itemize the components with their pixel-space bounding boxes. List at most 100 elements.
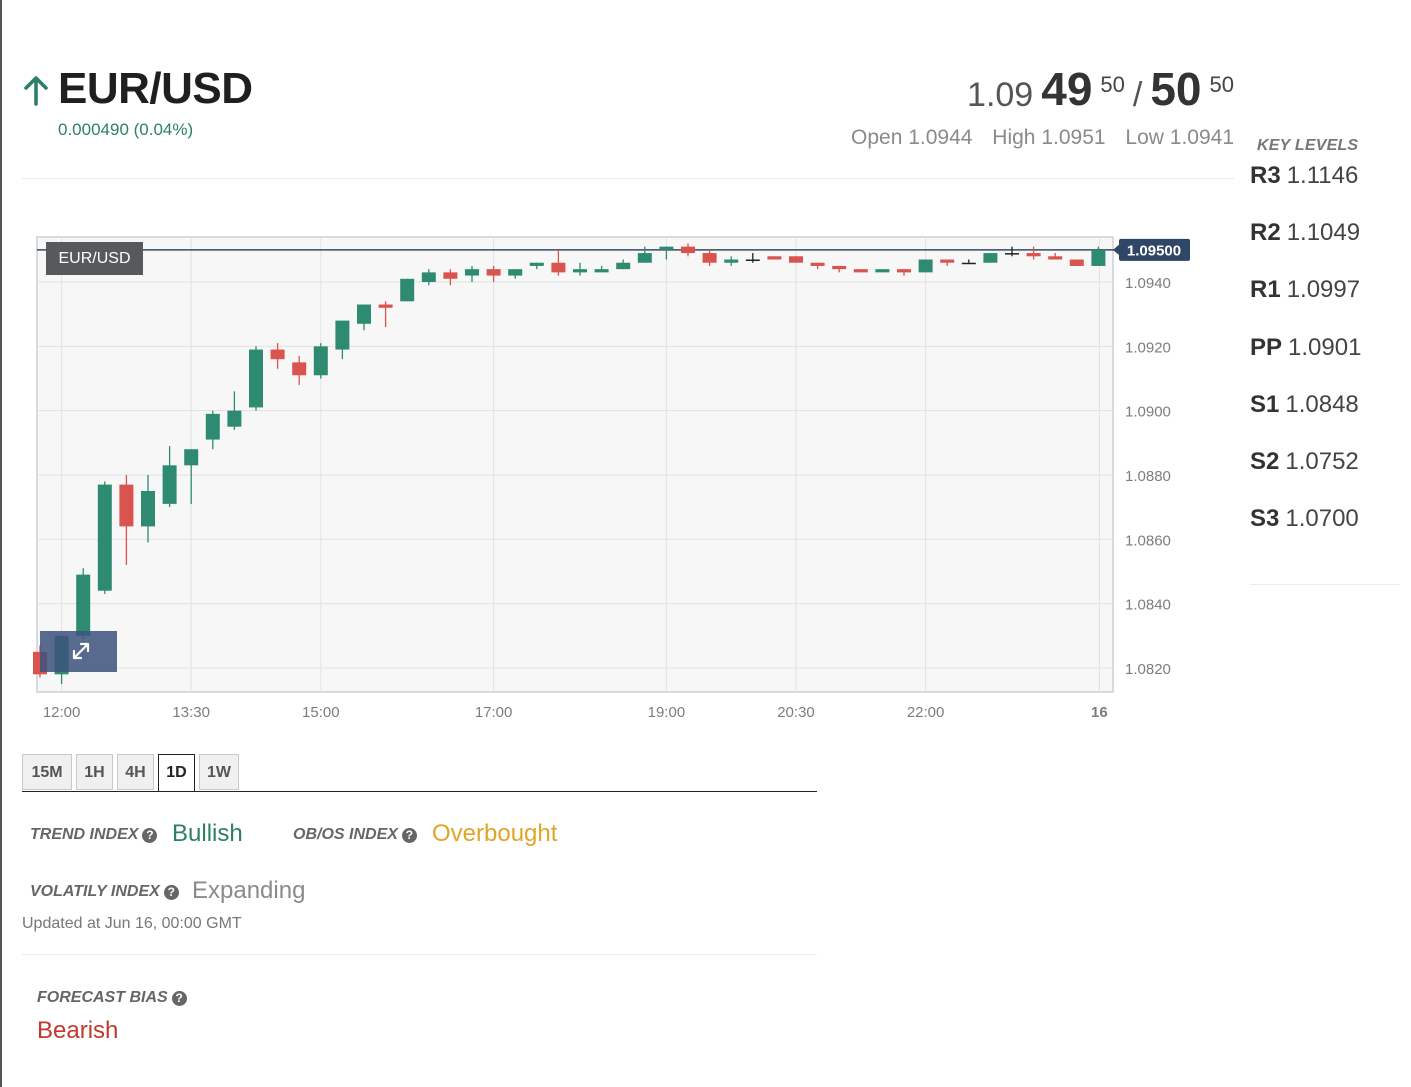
left-border — [0, 0, 2, 1087]
x-tick-label: 22:00 — [907, 704, 945, 721]
key-levels-list: R3 1.1146 R2 1.1049 R1 1.0997 PP 1.0901 S1 1.0848… — [1250, 162, 1361, 562]
candle-body — [357, 304, 371, 324]
key-level-value: 1.0752 — [1285, 447, 1359, 475]
open-price: Open 1.0944 — [851, 126, 973, 149]
current-price-label: 1.09500 — [1127, 242, 1181, 259]
x-tick-label: 20:30 — [777, 704, 815, 721]
volatility-index-text: VOLATILY INDEX — [30, 883, 160, 900]
candle-body — [1048, 256, 1063, 260]
help-icon[interactable]: ? — [171, 990, 187, 1006]
candle-body — [745, 259, 760, 262]
candle-body — [637, 253, 652, 263]
x-tick-label: 15:00 — [302, 704, 340, 721]
help-icon[interactable]: ? — [163, 884, 179, 900]
candle-body — [961, 262, 976, 265]
x-tick-label: 12:00 — [43, 704, 81, 721]
candle-body — [465, 269, 479, 276]
tab-15m[interactable]: 15M — [22, 754, 72, 790]
key-level-name: R3 — [1250, 162, 1281, 189]
volatility-index-label: VOLATILY INDEX ? — [30, 883, 179, 901]
candle-body — [1069, 259, 1084, 266]
obos-index-text: OB/OS INDEX — [293, 826, 398, 843]
forecast-bias-text: FORECAST BIAS — [37, 989, 168, 1006]
candle-body — [724, 259, 739, 263]
bid-pipette: 50 — [1100, 72, 1125, 97]
candle-body — [810, 262, 825, 266]
obos-index-label: OB/OS INDEX ? — [293, 826, 417, 844]
quote-separator: / — [1132, 76, 1143, 114]
candle-body — [616, 262, 631, 270]
forecast-bias-label: FORECAST BIAS ? — [37, 989, 187, 1007]
pair-title: EUR/USD — [58, 64, 253, 113]
tabs-divider — [22, 791, 817, 792]
chart-expand-button[interactable] — [40, 631, 117, 672]
key-level-value: 1.0901 — [1288, 333, 1362, 361]
candle-body — [594, 269, 609, 273]
y-tick-label: 1.0820 — [1125, 661, 1171, 678]
candle-body — [378, 304, 393, 308]
x-tick-label: 19:00 — [648, 704, 686, 721]
candle-body — [1091, 249, 1106, 266]
tab-1w[interactable]: 1W — [199, 754, 239, 790]
trend-index-text: TREND INDEX — [30, 826, 139, 843]
candle-body — [789, 256, 803, 263]
x-tick-label: 16 — [1091, 704, 1108, 721]
candle-body — [443, 272, 458, 279]
key-level-value: 1.1049 — [1286, 219, 1361, 247]
tab-1h[interactable]: 1H — [76, 754, 113, 790]
trend-index-label: TREND INDEX ? — [30, 826, 158, 844]
candlestick-chart[interactable]: 1.0820 1.0840 1.0860 1.0880 1.0900 1.0920 1.09… — [0, 0, 1411, 740]
volatility-index-value: Expanding — [192, 877, 306, 904]
candle-body — [529, 262, 544, 266]
candle-body — [227, 410, 242, 427]
key-levels-divider — [1250, 584, 1400, 585]
candle-body — [400, 278, 415, 302]
key-level-s2: S2 1.0752 — [1250, 448, 1361, 505]
current-price-pointer — [1113, 243, 1120, 256]
current-price-badge — [1119, 238, 1190, 261]
key-level-name: S3 — [1250, 505, 1280, 533]
candle-body — [767, 256, 782, 260]
candle-body — [853, 269, 868, 273]
x-tick-label: 13:30 — [172, 704, 210, 721]
candle-body — [313, 346, 328, 376]
key-level-name: S1 — [1250, 390, 1280, 418]
updated-timestamp: Updated at Jun 16, 00:00 GMT — [22, 915, 242, 932]
candle-body — [940, 259, 955, 263]
help-icon[interactable]: ? — [401, 827, 417, 843]
forecast-bias-value: Bearish — [37, 1017, 119, 1044]
candle-body — [162, 465, 177, 504]
key-level-value: 1.0848 — [1285, 390, 1359, 418]
key-level-value: 1.0700 — [1285, 505, 1359, 533]
high-price: High 1.0951 — [992, 126, 1106, 149]
arrow-up-icon — [24, 76, 48, 106]
key-level-pp: PP 1.0901 — [1250, 334, 1361, 391]
candle-body — [573, 269, 587, 273]
candle-body — [1005, 253, 1019, 255]
y-tick-label: 1.0860 — [1125, 532, 1171, 549]
key-level-name: PP — [1250, 333, 1283, 361]
x-tick-label: 17:00 — [475, 704, 513, 721]
y-tick-label: 1.0840 — [1125, 597, 1171, 614]
ohl-summary: Open 1.0944 High 1.0951 Low 1.0941 — [837, 126, 1234, 150]
tab-4h[interactable]: 4H — [117, 754, 154, 790]
plot-area — [36, 236, 1114, 693]
candle-body — [119, 484, 134, 527]
key-level-s3: S3 1.0700 — [1250, 505, 1361, 562]
y-tick-label: 1.0940 — [1125, 275, 1171, 292]
bid-ask-quote: 1.09 49 50 / 50 50 — [967, 62, 1234, 116]
candle-body — [918, 259, 933, 273]
help-icon[interactable]: ? — [142, 827, 158, 843]
ask-pipette: 50 — [1209, 72, 1234, 97]
tab-1d[interactable]: 1D — [158, 754, 195, 792]
y-tick-label: 1.0920 — [1125, 339, 1171, 356]
candle-body — [1026, 253, 1041, 257]
timeframe-tabs: 15M 1H 4H 1D 1W — [22, 754, 243, 792]
candle-body — [551, 262, 566, 273]
bid-big-figure: 49 — [1041, 63, 1093, 115]
candle-body — [76, 574, 91, 636]
candle-body — [508, 269, 523, 276]
candle-body — [270, 349, 285, 360]
y-tick-label: 1.0880 — [1125, 468, 1171, 485]
candle-body — [702, 253, 717, 263]
